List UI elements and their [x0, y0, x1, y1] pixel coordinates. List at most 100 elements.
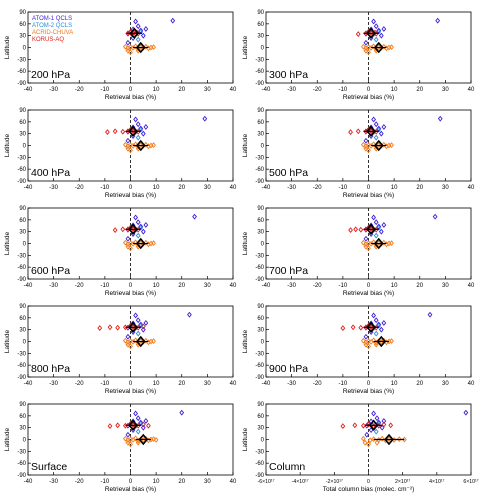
data-point-atom-1-qcls	[125, 39, 131, 46]
data-point-acrid-chuva	[379, 435, 385, 442]
mean-marker	[135, 237, 146, 250]
data-point-atom-1-qcls	[378, 326, 384, 333]
x-tick-label: 30	[204, 87, 211, 93]
y-tick-label: -60	[17, 461, 26, 467]
data-point-acrid-chuva	[386, 436, 392, 443]
data-point-atom-1-qcls	[363, 333, 369, 340]
data-point-acrid-chuva	[138, 338, 144, 345]
mean-marker	[366, 125, 376, 138]
x-tick-label: 20	[178, 87, 185, 93]
data-point-atom-1-qcls	[140, 326, 146, 333]
data-point-korus-aq	[350, 324, 356, 331]
x-axis-label: Retrieval bias (%)	[343, 290, 394, 297]
x-tick-label: -40	[24, 381, 33, 387]
data-point-acrid-chuva	[138, 44, 144, 51]
panel-200-hpa: -40 -30 -20 -10 0 10 20 30 40 -90 -60 -30 0 30 60 90 Ret…	[4, 10, 237, 101]
data-point-acrid-chuva	[374, 439, 380, 446]
y-tick-label: 30	[257, 426, 264, 432]
panel-label: 200 hPa	[31, 69, 70, 81]
y-tick-label: -60	[17, 167, 26, 173]
data-point-acrid-chuva	[366, 240, 371, 247]
data-point-acrid-chuva	[133, 337, 139, 344]
data-point-acrid-chuva	[122, 43, 128, 50]
data-point-korus-aq	[146, 422, 151, 429]
data-point-atom-1-qcls	[379, 424, 385, 431]
y-axis-label: Latitude	[242, 232, 249, 256]
y-tick-label: -30	[255, 57, 264, 63]
x-tick-label: 40	[230, 87, 237, 93]
data-point-acrid-chuva	[396, 436, 402, 443]
data-point-atom-1-qcls	[130, 222, 136, 229]
data-point-acrid-chuva	[128, 49, 133, 56]
data-point-atom-1-qcls	[373, 317, 379, 324]
x-tick-label: 30	[204, 381, 211, 387]
data-point-atom-1-qcls	[140, 32, 146, 39]
data-point-atom-1-qcls	[371, 18, 377, 25]
x-tick-label: 0	[129, 87, 133, 93]
data-point-atom-1-qcls	[133, 214, 139, 221]
data-point-atom-1-qcls	[135, 121, 141, 128]
x-tick-label: 0	[129, 479, 133, 485]
data-point-korus-aq	[115, 324, 121, 331]
x-tick-label: 6×10¹⁷	[463, 479, 478, 485]
x-axis-label: Retrieval bias (%)	[105, 94, 156, 101]
y-axis-label: Latitude	[242, 330, 249, 354]
y-axis-label: Latitude	[242, 428, 249, 452]
data-point-acrid-chuva	[366, 49, 371, 56]
x-tick-label: -10	[339, 185, 348, 191]
legend-entry: KORUS-AQ	[32, 37, 64, 43]
x-tick-label: 30	[442, 283, 449, 289]
data-point-atom-1-qcls	[179, 409, 185, 416]
data-point-acrid-chuva	[366, 338, 371, 345]
x-tick-label: 2×10¹⁷	[395, 479, 410, 485]
data-point-atom-2-qcls	[376, 28, 382, 35]
y-tick-label: 90	[257, 304, 264, 310]
data-point-acrid-chuva	[373, 341, 379, 348]
x-tick-label: 30	[204, 479, 211, 485]
data-point-atom-1-qcls	[130, 320, 136, 327]
data-point-atom-2-qcls	[373, 134, 379, 141]
x-tick-label: 10	[153, 381, 160, 387]
data-point-atom-2-qcls	[138, 126, 144, 133]
data-point-atom-1-qcls	[363, 137, 369, 144]
y-tick-label: -60	[17, 69, 26, 75]
data-point-atom-1-qcls	[192, 213, 197, 220]
data-point-korus-aq	[112, 128, 118, 135]
data-point-atom-2-qcls	[135, 36, 141, 43]
data-point-korus-aq	[112, 227, 118, 233]
x-tick-label: 40	[230, 185, 237, 191]
y-tick-label: 90	[19, 304, 26, 310]
data-point-atom-2-qcls	[138, 224, 144, 231]
data-point-atom-2-qcls	[138, 322, 144, 329]
data-point-korus-aq	[355, 31, 361, 37]
data-point-acrid-chuva	[363, 243, 369, 250]
x-tick-label: 40	[230, 381, 237, 387]
data-point-atom-1-qcls	[381, 124, 387, 130]
y-tick-label: 0	[261, 144, 265, 150]
data-point-atom-2-qcls	[135, 232, 141, 239]
y-tick-label: 90	[257, 10, 264, 16]
panel-800-hpa: -40 -30 -20 -10 0 10 20 30 40 -90 -60 -30 0 30 60 90 Ret…	[4, 304, 237, 395]
y-tick-label: 30	[257, 132, 264, 138]
data-point-atom-1-qcls	[133, 312, 139, 319]
data-point-acrid-chuva	[128, 142, 133, 149]
data-point-acrid-chuva	[371, 43, 377, 50]
x-tick-label: 20	[178, 185, 185, 191]
y-tick-label: 30	[19, 34, 26, 40]
panel-label: 500 hPa	[269, 167, 308, 179]
data-point-atom-1-qcls	[364, 431, 370, 438]
data-point-atom-1-qcls	[133, 410, 139, 417]
mean-marker	[128, 223, 138, 236]
y-axis-label: Latitude	[4, 232, 11, 256]
data-point-atom-1-qcls	[143, 26, 149, 32]
data-point-acrid-chuva	[389, 240, 394, 247]
x-tick-label: 20	[178, 479, 185, 485]
panel-500-hpa: -40 -30 -20 -10 0 10 20 30 40 -90 -60 -30 0 30 60 90 Ret…	[242, 108, 475, 199]
x-tick-label: 0	[367, 283, 371, 289]
data-point-acrid-chuva	[371, 141, 377, 148]
x-axis-label: Retrieval bias (%)	[343, 94, 394, 101]
mean-marker	[128, 321, 138, 334]
x-tick-label: -30	[49, 381, 58, 387]
data-point-acrid-chuva	[143, 43, 149, 50]
data-point-atom-2-qcls	[135, 134, 141, 141]
